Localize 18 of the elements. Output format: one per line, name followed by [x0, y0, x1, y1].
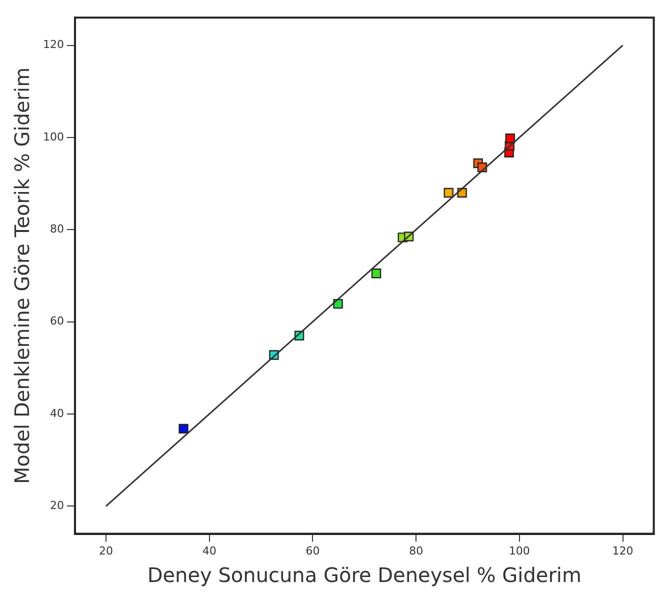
x-tick-label: 40	[202, 544, 216, 558]
y-tick-label: 80	[50, 222, 64, 236]
y-tick-label: 20	[50, 499, 64, 512]
y-tick-label: 100	[42, 130, 64, 144]
x-tick-label: 20	[99, 544, 114, 558]
y-tick-label: 40	[50, 406, 64, 420]
x-axis-title: Deney Sonucuna Göre Deneysel % Giderim	[147, 563, 582, 588]
y-axis-title: Model Denklemine Göre Teorik % Giderim	[10, 67, 34, 484]
point	[505, 134, 515, 144]
point	[178, 424, 188, 434]
x-tick-label: 60	[306, 544, 320, 558]
x-tick-label: 80	[409, 544, 424, 558]
x-tick-label: 100	[508, 544, 530, 558]
point	[444, 188, 454, 198]
point	[371, 268, 382, 278]
y-tick-label: 120	[42, 38, 64, 52]
y-tick-label: 60	[50, 314, 64, 328]
x-tick-label: 120	[612, 544, 634, 558]
